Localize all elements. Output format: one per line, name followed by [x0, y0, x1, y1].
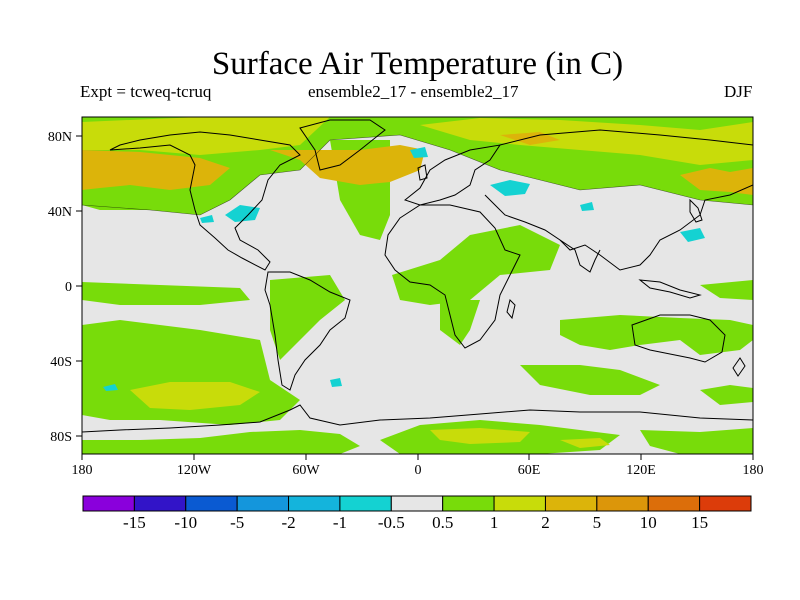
- legend-swatch: [339, 495, 392, 512]
- legend-label: 15: [691, 513, 708, 532]
- legend-label: 0.5: [432, 513, 453, 532]
- legend-label: -0.5: [378, 513, 405, 532]
- x-tick-label: 120W: [177, 463, 212, 478]
- legend-label: 5: [593, 513, 602, 532]
- axis-ticks: [76, 135, 754, 460]
- color-legend: [82, 495, 752, 512]
- x-tick-label: 60W: [292, 463, 320, 478]
- legend-label: -10: [174, 513, 197, 532]
- legend-label: -5: [230, 513, 244, 532]
- legend-swatch: [596, 495, 649, 512]
- y-tick-label: 40N: [48, 205, 72, 220]
- anomaly-fill-cyan: [103, 147, 705, 391]
- legend-swatch: [133, 495, 187, 512]
- legend-labels: -15 -10 -5 -2 -1 -0.5 0.5 1 2 5 10 15: [123, 513, 708, 532]
- contour-lines: [82, 134, 753, 216]
- season-label: DJF: [724, 82, 753, 101]
- legend-swatch: [82, 495, 135, 512]
- legend-swatch: [493, 495, 546, 512]
- legend-swatch: [544, 495, 598, 512]
- y-tick-label: 0: [65, 280, 72, 295]
- map-area: [82, 117, 753, 454]
- experiment-label: Expt = tcweq-tcruq: [80, 82, 212, 101]
- legend-swatch: [288, 495, 341, 512]
- y-tick-label: 80S: [50, 430, 72, 445]
- x-tick-label: 120E: [626, 463, 656, 478]
- legend-swatch: [185, 495, 238, 512]
- x-tick-label: 180: [743, 463, 764, 478]
- x-tick-label: 60E: [518, 463, 541, 478]
- coastlines: [82, 119, 753, 433]
- legend-swatch: [236, 495, 290, 512]
- legend-swatch: [442, 495, 495, 512]
- map-title: Surface Air Temperature (in C): [211, 46, 624, 82]
- x-tick-label: 0: [415, 463, 422, 478]
- legend-label: 2: [541, 513, 550, 532]
- legend-label: 10: [640, 513, 657, 532]
- legend-label: -2: [281, 513, 295, 532]
- legend-label: -15: [123, 513, 146, 532]
- legend-swatch: [390, 495, 444, 512]
- y-tick-label: 40S: [50, 355, 72, 370]
- legend-label: 1: [490, 513, 499, 532]
- legend-label: -1: [333, 513, 347, 532]
- y-tick-label: 80N: [48, 130, 72, 145]
- ensemble-label: ensemble2_17 - ensemble2_17: [308, 82, 519, 101]
- anomaly-fill-yellow: [82, 117, 753, 448]
- x-tick-label: 180: [72, 463, 93, 478]
- legend-swatch: [647, 495, 701, 512]
- legend-swatch: [699, 495, 752, 512]
